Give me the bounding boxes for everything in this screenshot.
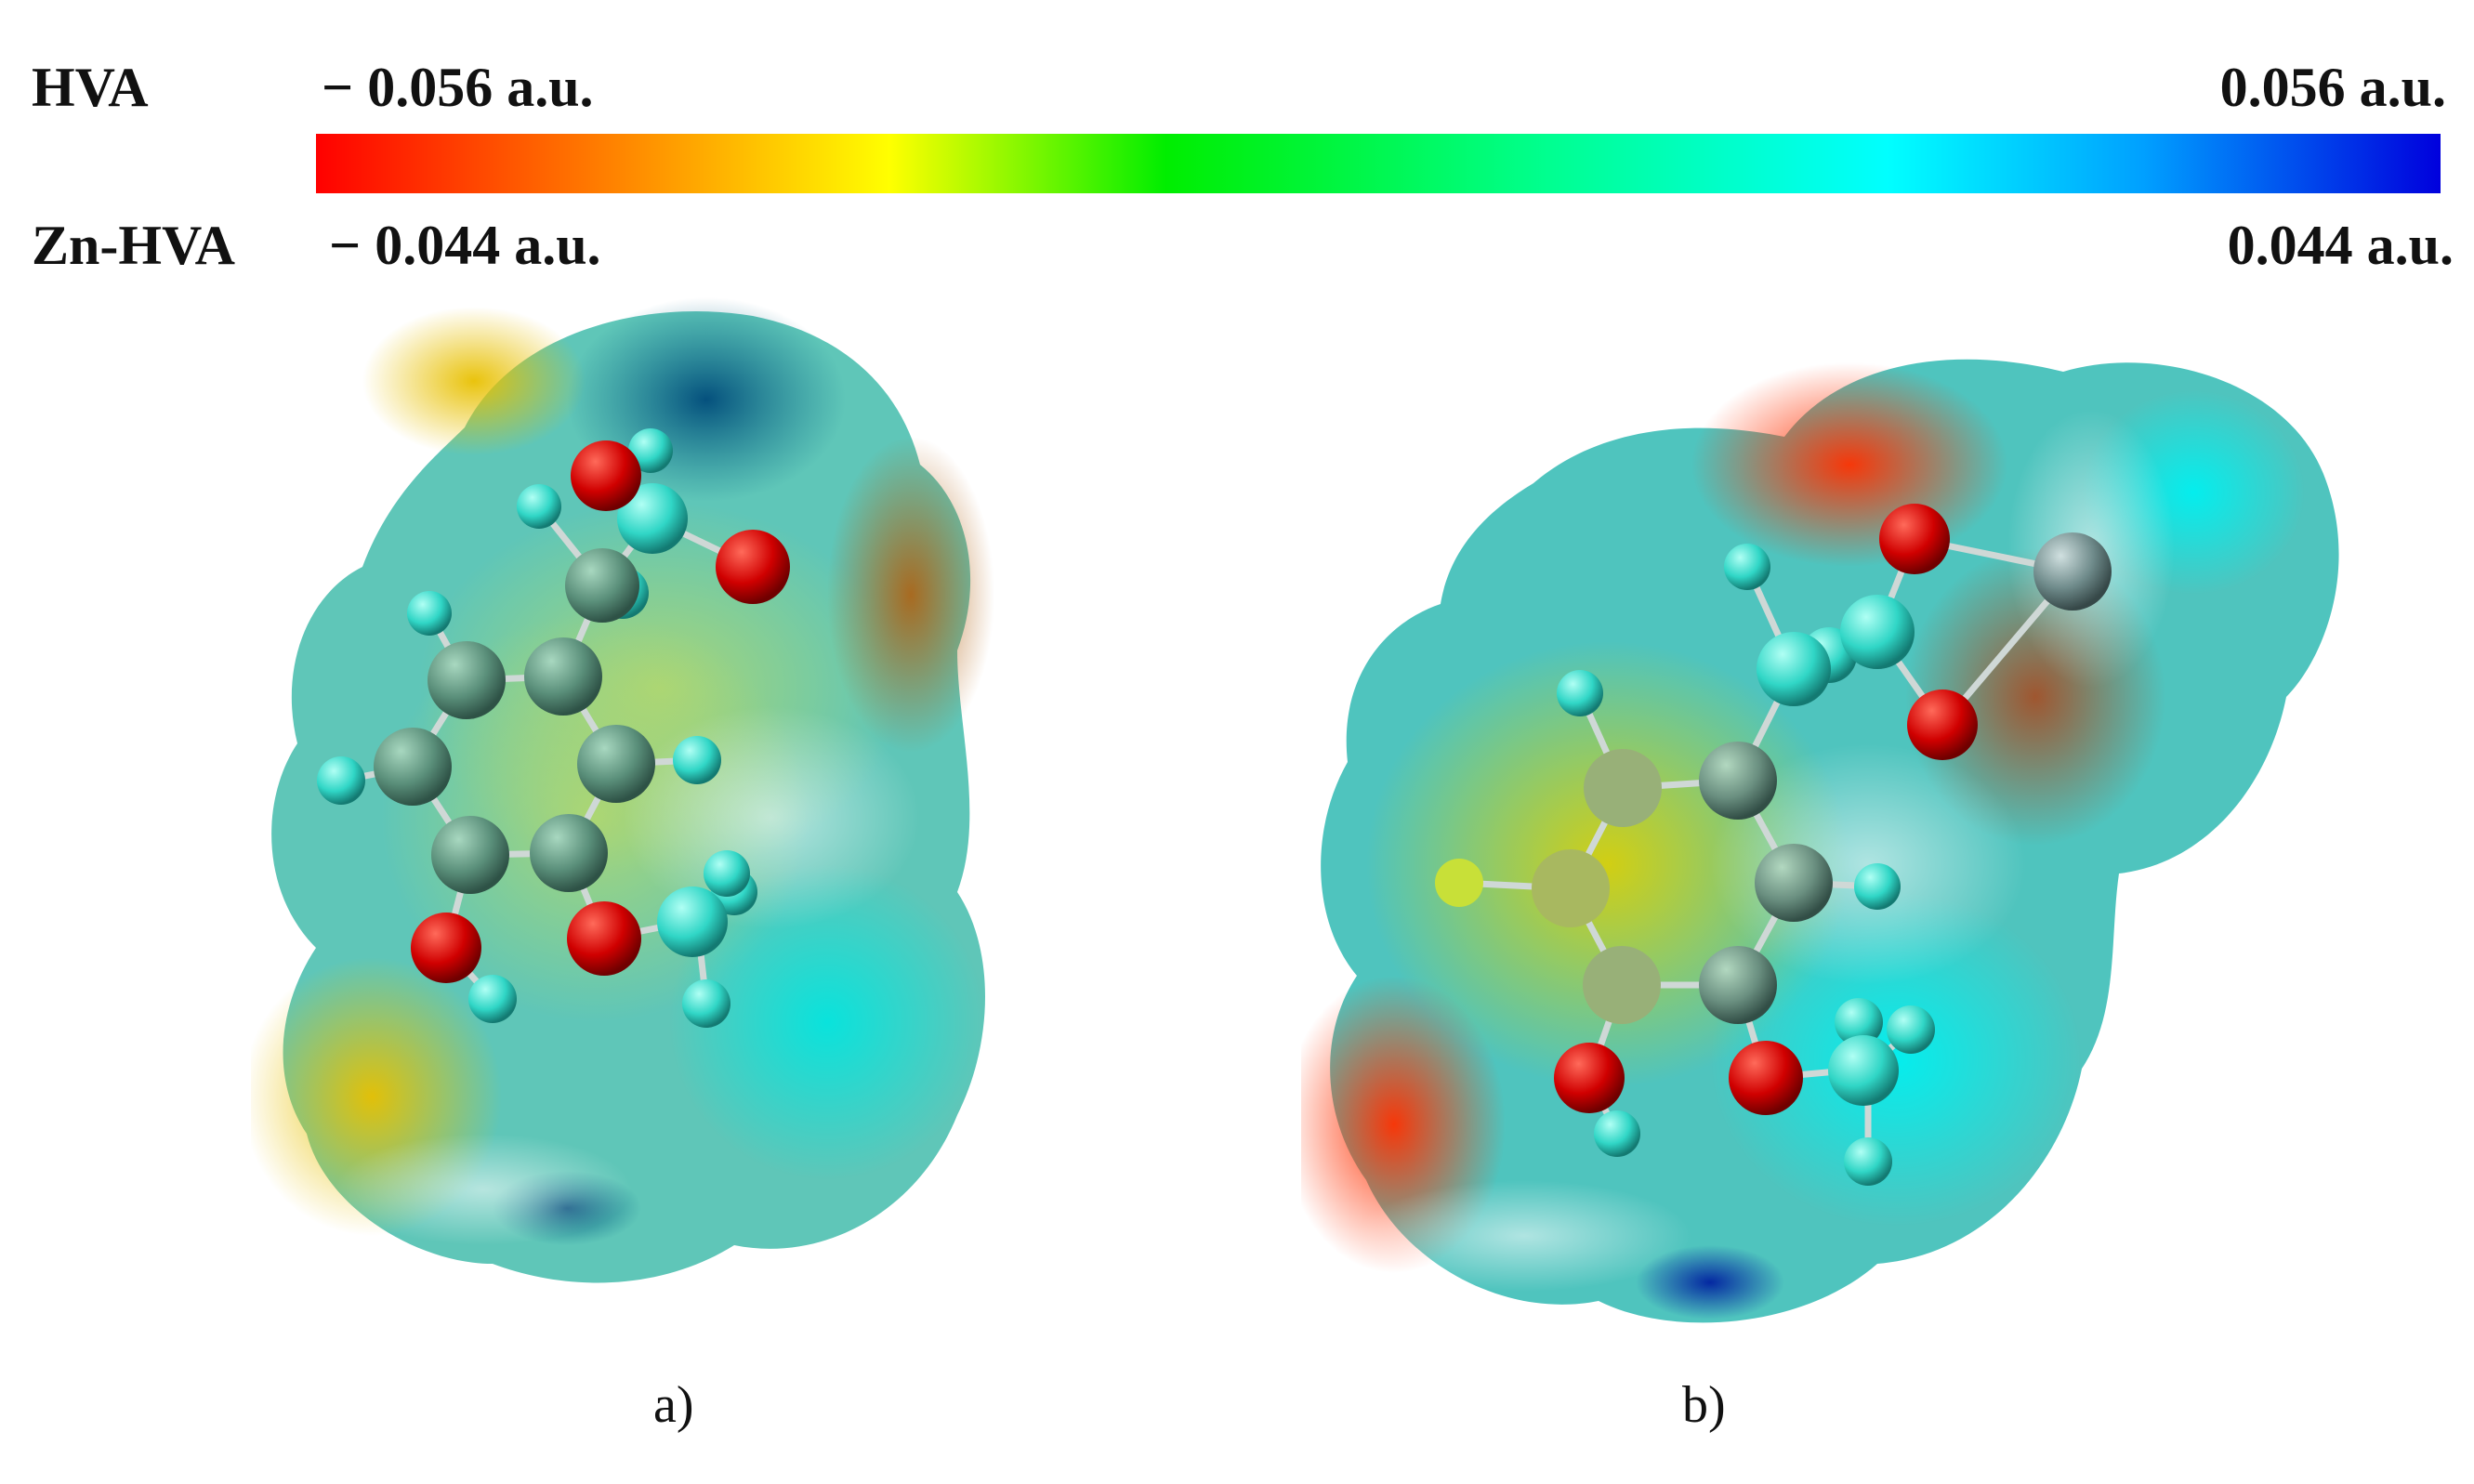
zn-hva-esp-map (1301, 359, 2339, 1323)
hva-esp-map (251, 297, 994, 1283)
znhva-max-value: 0.044 a.u. (2227, 215, 2454, 276)
hva-min-value: − 0.056 a.u. (322, 57, 594, 118)
znhva-min-value: − 0.044 a.u. (329, 215, 601, 276)
color-scale-bar (316, 134, 2441, 193)
hva-max-value: 0.056 a.u. (2219, 57, 2446, 118)
panel-b-caption: b) (1682, 1376, 1726, 1434)
hva-label: HVA (32, 57, 149, 118)
panel-a-caption: a) (653, 1376, 694, 1434)
znhva-label: Zn-HVA (32, 215, 235, 276)
